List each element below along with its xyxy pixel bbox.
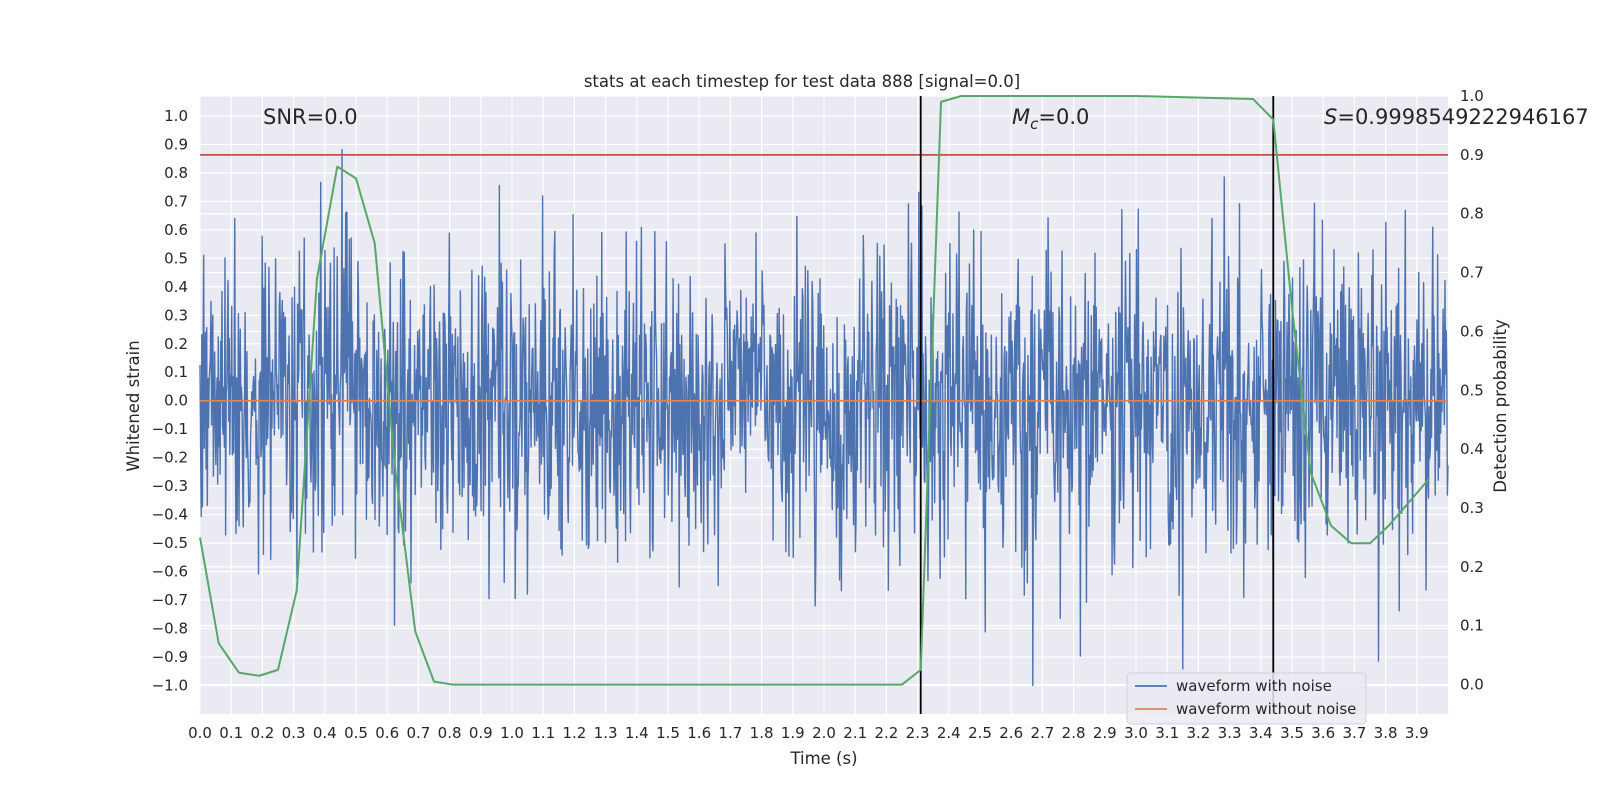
y-right-tick-label: 1.0 [1460, 87, 1484, 105]
snr-annotation: SNR=0.0 [263, 105, 358, 129]
x-tick-label: 0.7 [406, 724, 430, 742]
s-symbol: S [1324, 105, 1337, 129]
y-left-tick-label: 1.0 [164, 107, 188, 125]
y-left-tick-label: −0.9 [152, 648, 188, 666]
y-left-tick-label: 0.9 [164, 135, 188, 153]
y-right-tick-labels: 0.0 0.1 0.2 0.3 0.4 0.5 0.6 0.7 0.8 0.9 1.0 [1460, 87, 1484, 694]
x-tick-label: 1.5 [656, 724, 680, 742]
y-left-tick-label: 0.6 [164, 221, 188, 239]
x-tick-label: 2.3 [906, 724, 930, 742]
y-right-tick-label: 0.3 [1460, 499, 1484, 517]
probability-line [199, 95, 1431, 686]
y-left-tick-label: −0.3 [152, 477, 188, 495]
x-tick-label: 1.1 [531, 724, 555, 742]
x-tick-label: 3.9 [1405, 724, 1429, 742]
x-tick-label: 3.0 [1124, 724, 1148, 742]
x-tick-label: 3.4 [1249, 724, 1273, 742]
mc-value: =0.0 [1038, 105, 1089, 129]
legend-label-clean: waveform without noise [1176, 700, 1356, 718]
legend-label-noise: waveform with noise [1176, 677, 1332, 695]
mc-symbol: M [1012, 105, 1030, 129]
x-tick-label: 3.5 [1280, 724, 1304, 742]
x-tick-label: 1.9 [781, 724, 805, 742]
x-tick-label: 2.6 [999, 724, 1023, 742]
y-left-tick-label: −0.1 [152, 420, 188, 438]
y-left-tick-label: −0.5 [152, 534, 188, 552]
y-left-axis-label: Whitened strain [124, 340, 143, 471]
x-tick-label: 0.3 [282, 724, 306, 742]
x-tick-label: 2.7 [1030, 724, 1054, 742]
x-tick-label: 1.2 [562, 724, 586, 742]
y-right-tick-label: 0.9 [1460, 146, 1484, 164]
mc-subscript: c [1030, 115, 1039, 133]
x-tick-label: 1.7 [718, 724, 742, 742]
s-value: =0.9998549222946167 [1337, 105, 1588, 129]
x-tick-label: 1.0 [500, 724, 524, 742]
y-right-tick-label: 0.8 [1460, 205, 1484, 223]
y-right-tick-label: 0.6 [1460, 322, 1484, 340]
y-right-tick-label: 0.2 [1460, 558, 1484, 576]
legend: waveform with noise waveform without noi… [1126, 672, 1367, 725]
y-left-tick-label: −0.2 [152, 449, 188, 467]
x-tick-labels: 0.0 0.1 0.2 0.3 0.4 0.5 0.6 0.7 0.8 0.9 1.0 1.1 1.2 1… [188, 724, 1429, 742]
x-tick-label: 0.8 [438, 724, 462, 742]
x-tick-label: 3.8 [1374, 724, 1398, 742]
y-left-tick-label: −0.7 [152, 591, 188, 609]
y-left-tick-label: −0.4 [152, 506, 188, 524]
y-left-tick-label: 0.0 [164, 392, 188, 410]
y-right-tick-label: 0.1 [1460, 617, 1484, 635]
chart-title: stats at each timestep for test data 888… [584, 72, 1020, 91]
x-tick-label: 2.5 [968, 724, 992, 742]
y-right-tick-label: 0.7 [1460, 264, 1484, 282]
x-tick-label: 3.6 [1311, 724, 1335, 742]
y-left-tick-label: 0.4 [164, 278, 188, 296]
y-right-tick-label: 0.5 [1460, 381, 1484, 399]
x-tick-label: 1.3 [594, 724, 618, 742]
s-annotation: S=0.9998549222946167 [1324, 105, 1589, 129]
y-right-tick-label: 0.0 [1460, 676, 1484, 694]
x-tick-label: 1.8 [750, 724, 774, 742]
x-tick-label: 0.0 [188, 724, 212, 742]
x-tick-label: 2.8 [1062, 724, 1086, 742]
y-right-tick-label: 0.4 [1460, 440, 1484, 458]
x-tick-label: 2.0 [812, 724, 836, 742]
y-left-tick-label: 0.2 [164, 335, 188, 353]
x-tick-label: 0.5 [344, 724, 368, 742]
x-tick-label: 2.4 [937, 724, 961, 742]
x-axis-label: Time (s) [789, 749, 857, 768]
y-left-tick-label: −0.8 [152, 620, 188, 638]
y-left-tick-labels: 1.0 0.9 0.8 0.7 0.6 0.5 0.4 0.3 0.2 0.1 0.0 −0.1 −0.… [152, 107, 188, 695]
x-tick-label: 2.9 [1093, 724, 1117, 742]
y-left-tick-label: 0.8 [164, 164, 188, 182]
x-tick-label: 3.7 [1342, 724, 1366, 742]
y-left-tick-label: 0.3 [164, 306, 188, 324]
y-left-tick-label: −0.6 [152, 563, 188, 581]
x-tick-label: 0.4 [313, 724, 337, 742]
x-tick-label: 0.1 [219, 724, 243, 742]
x-tick-label: 1.4 [625, 724, 649, 742]
y-left-tick-label: 0.7 [164, 192, 188, 210]
chirp-mass-annotation: Mc=0.0 [1012, 105, 1089, 133]
x-tick-label: 1.6 [687, 724, 711, 742]
noise-series [199, 149, 1449, 687]
noise-waveform-line [199, 149, 1449, 687]
y-left-tick-label: 0.5 [164, 249, 188, 267]
x-tick-label: 3.1 [1155, 724, 1179, 742]
overlays [199, 95, 1448, 714]
y-right-axis-label: Detection probability [1491, 319, 1510, 493]
x-tick-label: 3.3 [1218, 724, 1242, 742]
x-tick-label: 2.2 [874, 724, 898, 742]
x-tick-label: 0.2 [250, 724, 274, 742]
y-left-tick-label: 0.1 [164, 363, 188, 381]
x-tick-label: 2.1 [843, 724, 867, 742]
legend-box [1126, 672, 1367, 725]
x-tick-label: 0.9 [469, 724, 493, 742]
x-tick-label: 0.6 [375, 724, 399, 742]
y-left-tick-label: −1.0 [152, 677, 188, 695]
x-tick-label: 3.2 [1186, 724, 1210, 742]
